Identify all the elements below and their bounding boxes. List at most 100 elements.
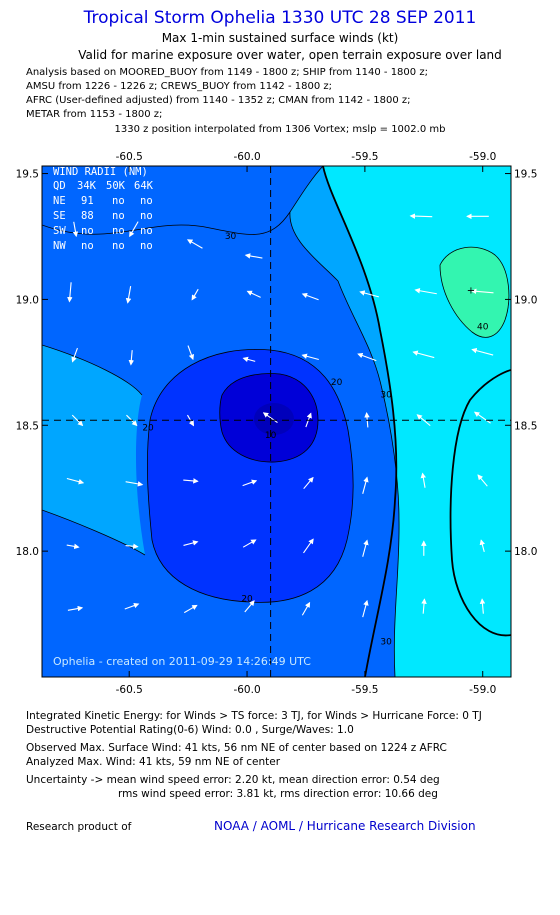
wind-vector [125,543,139,549]
wind-vector [186,239,203,249]
center-crosshair [42,166,511,677]
y-tick-label-right: 18.5 [514,420,537,432]
chart-subtitle: Max 1-min sustained surface winds (kt) [161,31,399,45]
wind-vector [477,474,488,487]
x-tick-label-top: -60.5 [116,151,143,163]
wind-vector [125,286,132,304]
contour-label: 20 [142,423,154,433]
wind-vector [416,414,431,427]
wind-vector [301,353,319,361]
wind-radii-cell: no [112,195,125,207]
contour-label: 40 [477,323,489,333]
wind-radii-cell: 88 [81,210,94,222]
wind-radii-cell: no [81,225,94,237]
wind-vector [183,478,199,484]
wind-radii-header-34k: 34K [77,180,97,192]
wind-radii-cell: no [140,195,153,207]
wind-vector [244,600,255,613]
contour-30 [42,166,400,677]
wind-vector [301,601,311,616]
analysis-line-2: AMSU from 1226 - 1226 z; CREWS_BUOY from… [26,81,332,92]
chart-title: Tropical Storm Ophelia 1330 UTC 28 SEP 2… [83,8,477,28]
wind-vector [67,282,73,303]
wind-vector [244,253,263,259]
x-tick-label-bottom: -60.5 [116,684,143,696]
contour-label: 20 [241,594,253,604]
wind-vector [303,476,314,490]
wind-radii-cell: no [140,225,153,237]
axis-ticks: -60.5 -60.5 -60.0 -60.0 -59.5 -59.5 -59.0 -59.0… [16,151,538,696]
wind-vector [409,213,433,219]
wind-vector [246,290,261,298]
max-wind-marker: + [467,285,475,296]
wind-vector [72,221,79,238]
y-tick-label-left: 19.5 [16,169,39,181]
contour-lines [42,166,511,677]
wind-radii-header-50k: 50K [106,180,126,192]
wind-vector [125,481,144,487]
wind-radii-row-sw: SW no no no [53,225,153,237]
position-note: 1330 z position interpolated from 1306 V… [114,124,446,135]
wind-vector [301,292,319,301]
wind-vector [479,598,486,614]
wind-vector [66,543,80,550]
noaa-aoml-hrd-link[interactable]: NOAA / AOML / Hurricane Research Divisio… [214,819,476,833]
analyzed-max-line: Analyzed Max. Wind: 41 kts, 59 nm NE of … [26,756,281,768]
wind-vector [420,472,427,488]
wind-vectors [66,213,494,618]
wind-radii-header: QD 34K 50K 64K [53,180,154,192]
research-label: Research product of [26,821,132,833]
y-tick-label-left: 19.0 [16,294,39,306]
wind-vector [183,604,198,614]
wind-vector [471,347,494,356]
wind-radii-cell: no [140,210,153,222]
wind-radii-cell: no [81,240,94,252]
wind-radii-cell: NE [53,195,66,207]
contour-label: 30 [380,637,392,647]
wind-vector [191,288,199,301]
plot-frame [41,165,512,678]
wind-vector [421,598,427,614]
wind-vector [473,411,491,424]
contour-label: 30 [225,232,237,242]
wind-radii-cell: no [112,210,125,222]
wind-vector [362,476,369,494]
wind-radii-cell: no [140,240,153,252]
wind-radii-header-qd: QD [53,180,66,192]
x-tick-label-bottom: -59.0 [469,684,496,696]
y-tick-label-right: 18.0 [514,546,537,558]
wind-vector [414,288,437,295]
wind-vector [242,539,257,548]
wind-radii-table: WIND RADII (NM) QD 34K 50K 64K NE 91 no … [53,166,154,252]
analysis-line-4: METAR from 1153 - 1800 z; [26,109,163,120]
wind-vector [129,221,139,238]
x-tick-label-bottom: -59.5 [351,684,378,696]
wind-vector [242,356,256,363]
y-tick-label-right: 19.5 [514,169,537,181]
wind-vector [479,539,485,553]
wind-vector [67,605,84,612]
y-tick-label-left: 18.0 [16,546,39,558]
analysis-line-3: AFRC (User-defined adjusted) from 1140 -… [26,95,411,106]
wind-radii-title: WIND RADII (NM) [53,166,148,178]
wind-vector [359,290,380,298]
wind-vector [187,345,195,361]
wind-vector [242,479,258,487]
wind-vector [71,347,78,363]
wind-radii-cell: SW [53,225,66,237]
contour-20 [146,349,354,603]
contour-34 [322,166,511,677]
y-tick-label-left: 18.5 [16,420,39,432]
uncertainty-line-1: Uncertainty -> mean wind speed error: 2.… [26,774,440,786]
wind-radii-row-nw: NW no no no [53,240,153,252]
y-tick-label-right: 19.0 [514,294,537,306]
wind-vector [357,352,377,362]
wind-vector [262,412,278,423]
wind-radii-cell: no [112,240,125,252]
created-stamp: Ophelia - created on 2011-09-29 14:26:49… [53,655,311,668]
wind-vector [470,288,494,295]
contour-label: 20 [331,378,343,388]
wind-vector [128,350,135,366]
dpr-line: Destructive Potential Rating(0-6) Wind: … [26,724,354,736]
chart-validity-note: Valid for marine exposure over water, op… [78,48,502,62]
